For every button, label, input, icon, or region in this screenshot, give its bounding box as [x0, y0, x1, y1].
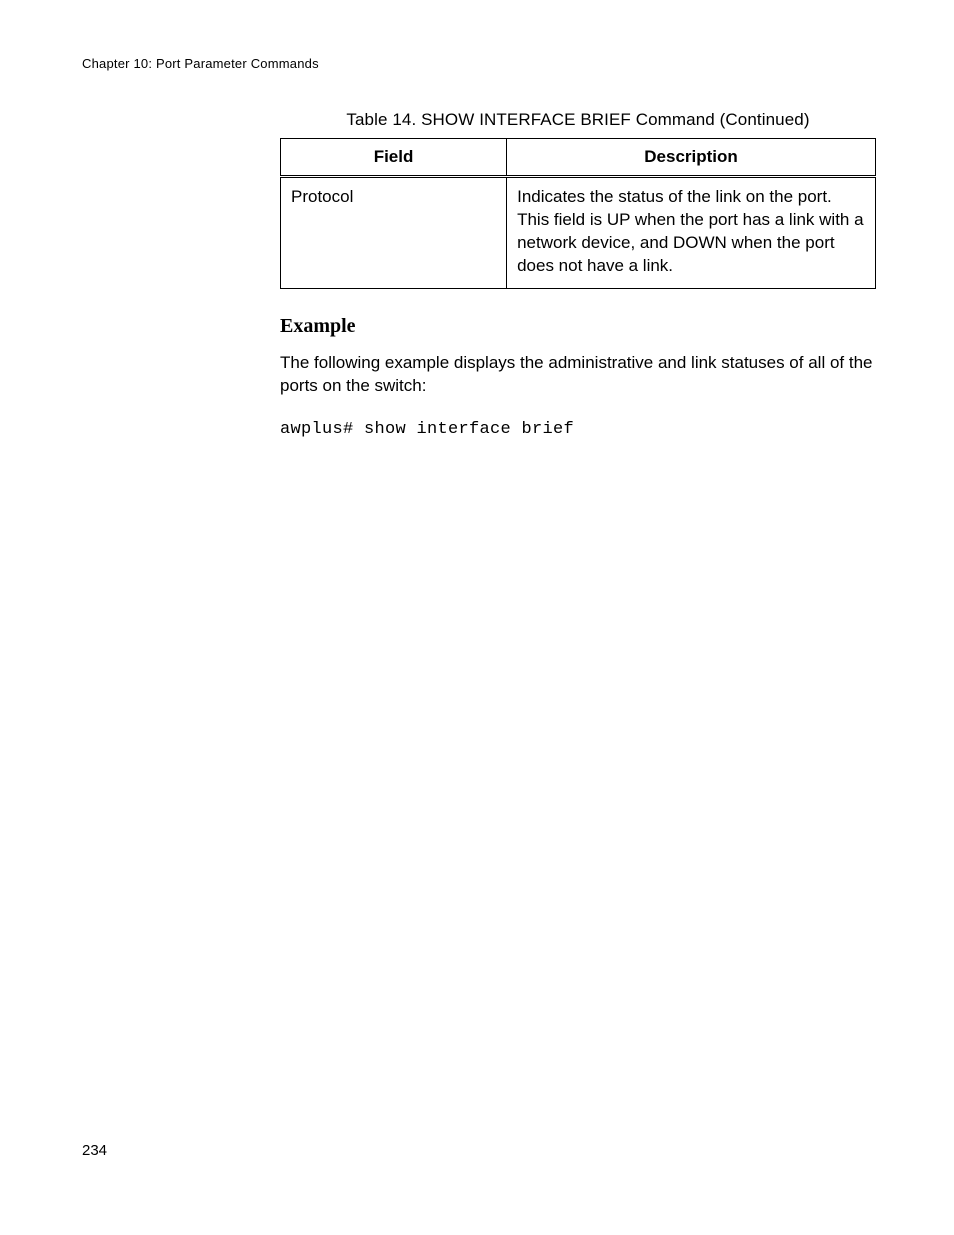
table-cell-field: Protocol: [281, 177, 507, 289]
table-header-field: Field: [281, 139, 507, 177]
table-row: Protocol Indicates the status of the lin…: [281, 177, 876, 289]
example-intro: The following example displays the admin…: [280, 352, 876, 398]
main-content: Table 14. SHOW INTERFACE BRIEF Command (…: [280, 110, 876, 439]
table-caption: Table 14. SHOW INTERFACE BRIEF Command (…: [280, 110, 876, 130]
table-cell-description: Indicates the status of the link on the …: [507, 177, 876, 289]
table-header-description: Description: [507, 139, 876, 177]
table-header-row: Field Description: [281, 139, 876, 177]
chapter-header: Chapter 10: Port Parameter Commands: [82, 56, 319, 71]
example-heading: Example: [280, 315, 876, 338]
page-number: 234: [82, 1142, 107, 1159]
command-table: Field Description Protocol Indicates the…: [280, 138, 876, 289]
example-command: awplus# show interface brief: [280, 420, 876, 439]
